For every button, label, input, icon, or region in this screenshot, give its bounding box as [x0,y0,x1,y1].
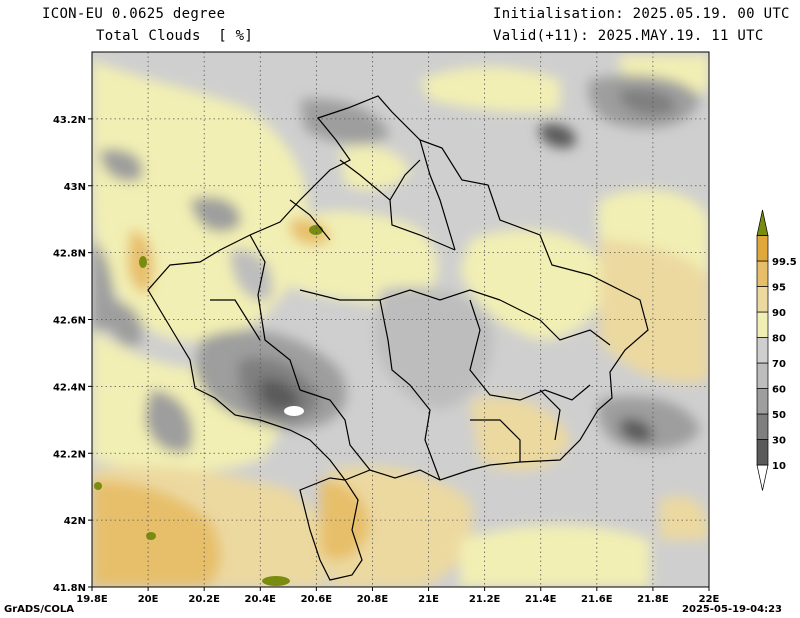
colorbar-label: 10 [772,461,786,472]
y-tick-label: 42.2N [53,449,86,460]
border-south [299,477,363,581]
map-title: ICON-EU 0.0625 degree [42,6,226,22]
y-tick-label: 42.4N [53,382,86,393]
y-tick-label: 41.8N [53,583,86,594]
valid-time: Valid(+11): 2025.MAY.19. 11 UTC [493,28,764,44]
gridlines [92,52,709,587]
longitude-axis: 19.8E 20E 20.2E 20.4E 20.6E 20.8E 21E 21.2E 21.4… [76,587,720,605]
y-tick-label: 42N [64,516,86,527]
colorbar-label: 70 [772,359,786,370]
latitude-axis: 41.8N 42N 42.2N 42.4N 42.6N 42.8N 43N 43.2N [53,115,92,594]
y-tick-label: 43N [64,182,86,193]
kosovo-outline [147,95,649,481]
x-tick-label: 22E [699,594,720,605]
colorbar-segment [756,413,769,440]
colorbar-label: 99.5 [772,257,797,268]
x-tick-label: 20.8E [357,594,389,605]
colorbar-max-triangle [756,209,769,236]
y-tick-label: 42.8N [53,249,86,260]
colorbar-segment [756,311,769,338]
x-tick-label: 20.4E [245,594,277,605]
colorbar-label: 50 [772,410,786,421]
x-tick-label: 21.6E [581,594,613,605]
initialisation-time: Initialisation: 2025.05.19. 00 UTC [493,6,790,22]
x-tick-label: 20E [138,594,159,605]
x-tick-label: 21.2E [469,594,501,605]
cloud-cover-field [92,52,709,587]
colorbar-segment [756,260,769,287]
software-credit: GrADS/COLA [4,604,74,615]
colorbar-label: 30 [772,436,786,447]
x-tick-label: 21.4E [525,594,557,605]
colorbar-label: 60 [772,385,786,396]
x-tick-label: 19.8E [76,594,108,605]
colorbar: 10 30 50 60 70 80 90 95 99.5 [756,209,797,491]
colorbar-segment [756,286,769,313]
colorbar-segment [756,388,769,415]
colorbar-min-triangle [756,464,769,491]
colorbar-label: 90 [772,308,786,319]
colorbar-segment [756,235,769,262]
colorbar-segment [756,362,769,389]
colorbar-segment [756,439,769,466]
admin-boundaries [147,95,649,581]
x-tick-label: 20.2E [188,594,220,605]
x-tick-label: 20.6E [301,594,333,605]
x-tick-label: 21.8E [637,594,669,605]
y-tick-label: 42.6N [53,316,86,327]
generation-timestamp: 2025-05-19-04:23 [682,604,782,615]
y-tick-label: 43.2N [53,115,86,126]
colorbar-label: 80 [772,334,786,345]
colorbar-segment [756,337,769,364]
map-variable: Total Clouds [ %] [96,28,254,44]
colorbar-label: 95 [772,283,786,294]
x-tick-label: 21E [418,594,439,605]
